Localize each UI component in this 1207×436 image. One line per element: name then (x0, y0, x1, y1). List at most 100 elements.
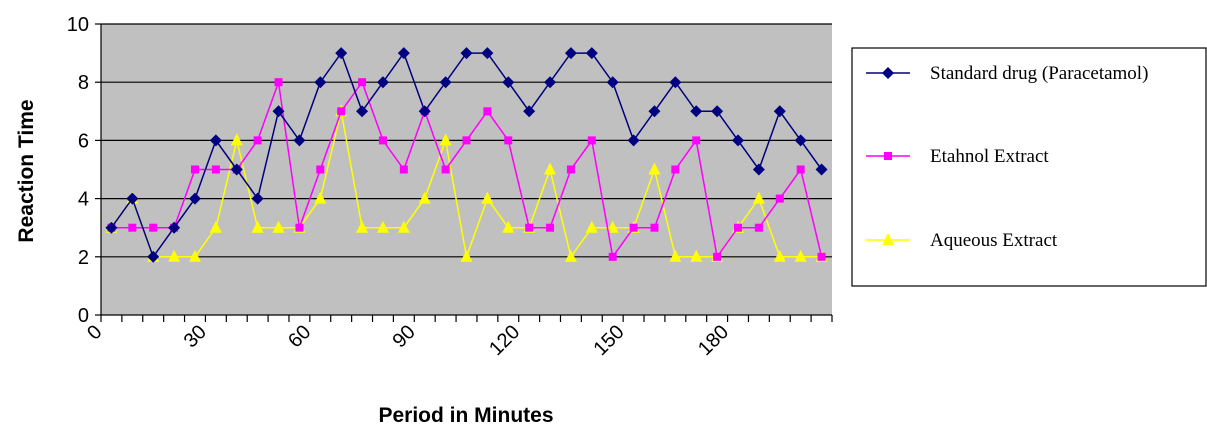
data-point-marker (587, 136, 596, 145)
data-point-marker (356, 105, 369, 118)
data-point-marker (648, 162, 661, 175)
legend-entry: Aqueous Extract (866, 230, 1058, 251)
data-point-marker (253, 136, 262, 145)
y-tick-label: 10 (67, 14, 89, 36)
data-point-marker (358, 78, 367, 87)
data-point-marker (627, 134, 640, 147)
x-tick-label: 0 (83, 321, 106, 344)
data-point-marker (168, 249, 181, 262)
data-point-marker (397, 220, 410, 233)
x-tick-label: 180 (694, 321, 733, 360)
data-point-marker (544, 76, 557, 89)
x-tick-label: 60 (284, 321, 315, 352)
legend: Standard drug (Paracetamol) Etahnol Extra… (851, 47, 1207, 287)
y-axis-title: Reaction Time (15, 99, 38, 242)
data-point-marker (188, 249, 201, 262)
data-point-marker (671, 165, 680, 174)
data-point-marker (732, 134, 745, 147)
data-point-marker (251, 192, 264, 205)
y-tick-label: 0 (78, 305, 89, 327)
axes (95, 23, 833, 322)
legend-label: Aqueous Extract (930, 230, 1058, 251)
data-point-marker (397, 47, 410, 60)
data-point-marker (209, 134, 222, 147)
data-point-marker (546, 223, 555, 232)
data-point-marker (149, 223, 158, 232)
data-point-marker (585, 220, 598, 233)
data-point-marker (815, 163, 828, 176)
y-tick-label: 8 (78, 72, 89, 94)
data-point-marker (523, 105, 536, 118)
data-point-marker (188, 192, 201, 205)
y-tick-labels: 0 2 4 6 8 10 (67, 14, 89, 327)
x-tick-label: 120 (485, 321, 524, 360)
data-point-marker (752, 191, 765, 204)
data-point-marker (734, 223, 743, 232)
data-point-marker (544, 162, 557, 175)
x-axis-title: Period in Minutes (378, 404, 553, 427)
data-point-marker (754, 223, 763, 232)
data-point-marker (608, 252, 617, 261)
data-point-marker (293, 134, 306, 147)
data-point-marker (418, 105, 431, 118)
data-point-marker (794, 134, 807, 147)
series-0 (105, 47, 828, 263)
data-point-marker (606, 220, 619, 233)
data-point-marker (504, 136, 513, 145)
data-point-marker (190, 165, 199, 174)
x-tick-label: 30 (180, 321, 211, 352)
data-point-marker (525, 223, 534, 232)
legend-box (851, 47, 1207, 287)
data-point-marker (105, 221, 118, 234)
data-point-marker (481, 47, 494, 60)
data-point-marker (439, 76, 452, 89)
data-point-marker (713, 252, 722, 261)
data-point-marker (817, 252, 826, 261)
data-point-marker (773, 105, 786, 118)
data-point-marker (775, 194, 784, 203)
data-point-marker (629, 223, 638, 232)
x-tick-labels: 0 30 60 90 120 150 180 (83, 321, 733, 360)
data-point-marker (669, 249, 682, 262)
data-point-marker (356, 220, 369, 233)
data-point-marker (502, 220, 515, 233)
data-point-marker (441, 165, 450, 174)
series-layer (105, 47, 828, 263)
data-point-marker (669, 76, 682, 89)
data-point-marker (337, 107, 346, 116)
data-point-marker (650, 223, 659, 232)
x-tick-label: 90 (389, 321, 420, 352)
legend-label: Etahnol Extract (930, 146, 1049, 167)
data-point-marker (147, 250, 160, 263)
data-point-marker (418, 191, 431, 204)
data-point-marker (272, 220, 285, 233)
data-point-marker (314, 76, 327, 89)
data-point-marker (272, 105, 285, 118)
data-point-marker (794, 249, 807, 262)
y-tick-label: 2 (78, 247, 89, 269)
data-point-marker (564, 47, 577, 60)
x-tick-label: 150 (590, 321, 629, 360)
data-point-marker (376, 76, 389, 89)
data-point-marker (882, 67, 894, 79)
legend-label: Standard drug (Paracetamol) (930, 63, 1148, 84)
data-point-marker (752, 163, 765, 176)
data-point-marker (230, 163, 243, 176)
data-point-marker (230, 133, 243, 146)
data-point-marker (566, 165, 575, 174)
data-point-marker (648, 105, 661, 118)
data-point-marker (399, 165, 408, 174)
data-point-marker (460, 249, 473, 262)
data-point-marker (335, 47, 348, 60)
data-point-marker (460, 47, 473, 60)
data-point-marker (295, 223, 304, 232)
legend-entry: Standard drug (Paracetamol) (866, 63, 1148, 84)
data-point-marker (462, 136, 471, 145)
data-point-marker (314, 191, 327, 204)
data-point-marker (711, 105, 724, 118)
data-point-marker (126, 192, 139, 205)
data-point-marker (481, 191, 494, 204)
data-point-marker (773, 249, 786, 262)
series-1 (107, 78, 826, 261)
